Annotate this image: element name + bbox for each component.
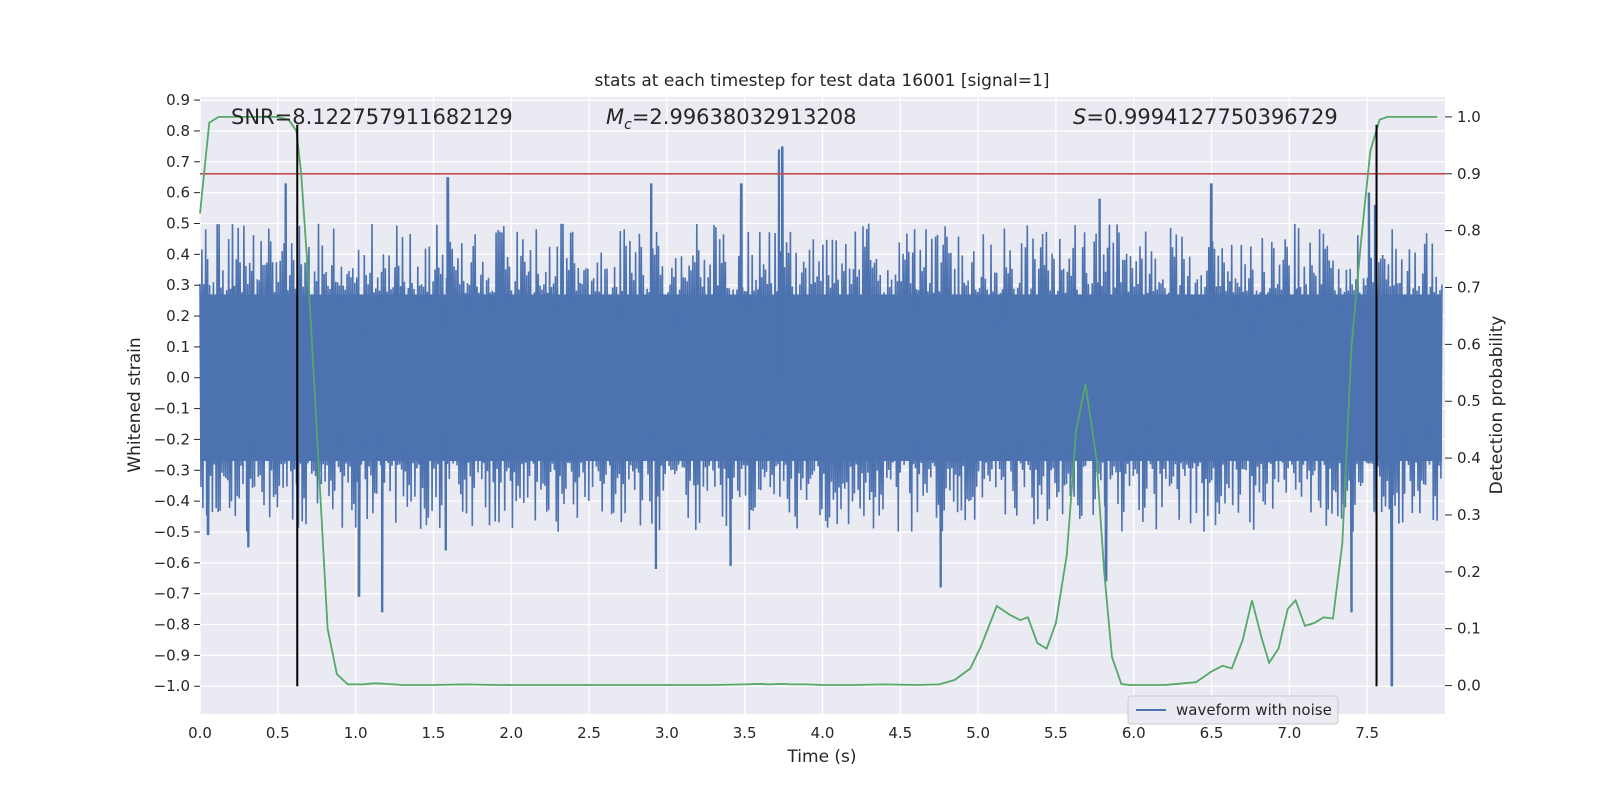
- y2-tick-label: 0.2: [1457, 563, 1481, 581]
- detection-probability-line: [199, 116, 1438, 686]
- y2-tick-label: 0.4: [1457, 449, 1481, 467]
- x-tick-label: 5.5: [1044, 724, 1068, 742]
- y-tick-label: −1.0: [154, 677, 190, 695]
- y-tick-label: 0.5: [166, 214, 190, 232]
- x-tick-label: 3.0: [655, 724, 679, 742]
- y-tick-label: 0.0: [166, 369, 190, 387]
- y-tick-label: −0.5: [154, 523, 190, 541]
- y2-tick-labels: 1.0 0.9 0.8 0.7 0.6 0.5 0.4 0.3 0.2 0.1 0.0: [1445, 108, 1481, 695]
- score-annotation: S=0.9994127750396729: [1073, 105, 1338, 129]
- chirp-mass-subscript: c: [624, 117, 632, 133]
- y-tick-label: −0.7: [154, 585, 190, 603]
- x-axis-label: Time (s): [786, 747, 856, 767]
- legend-box: [1127, 695, 1339, 725]
- y-tick-label: 0.3: [166, 276, 190, 294]
- y-tick-label: −0.9: [154, 646, 190, 664]
- y2-tick-label: 0.8: [1457, 222, 1481, 240]
- chirp-mass-annotation: Mc=2.99638032913208: [606, 105, 857, 133]
- x-tick-labels: 0.0 0.5 1.0 1.5 2.0 2.5 3.0 3.5 4.0 4.5 5.0 5.5 6.0 6…: [188, 724, 1379, 742]
- x-tick-label: 0.5: [266, 724, 290, 742]
- y-tick-label: −0.3: [154, 461, 190, 479]
- x-tick-label: 3.5: [733, 724, 757, 742]
- y2-tick-label: 0.5: [1457, 392, 1481, 410]
- y2-tick-label: 0.6: [1457, 335, 1481, 353]
- y-tick-labels: 0.9 0.8 0.7 0.6 0.5 0.4 0.3 0.2 0.1 0.0 −0.1 −0.2 −0…: [154, 91, 200, 695]
- x-tick-label: 6.5: [1200, 724, 1224, 742]
- snr-annotation: SNR=8.122757911682129: [231, 105, 513, 129]
- chirp-mass-value: =2.99638032913208: [632, 105, 857, 129]
- y2-tick-label: 0.3: [1457, 506, 1481, 524]
- chart-title: stats at each timestep for test data 160…: [595, 71, 1050, 91]
- y-tick-label: −0.4: [154, 492, 190, 510]
- y-tick-label: 0.8: [166, 122, 190, 140]
- score-value: =0.9994127750396729: [1086, 105, 1337, 129]
- y2-tick-label: 0.1: [1457, 620, 1481, 638]
- score-symbol: S: [1073, 105, 1086, 129]
- x-tick-label: 2.5: [577, 724, 601, 742]
- y2-tick-label: 0.9: [1457, 165, 1481, 183]
- x-tick-label: 1.5: [422, 724, 446, 742]
- x-tick-label: 7.0: [1277, 724, 1301, 742]
- y2-axis-label: Detection probability: [1487, 316, 1507, 495]
- y-axis-label: Whitened strain: [125, 337, 145, 472]
- y-tick-label: −0.8: [154, 616, 190, 634]
- x-tick-label: 7.5: [1355, 724, 1379, 742]
- event-markers: [296, 124, 1378, 687]
- y-tick-label: 0.6: [166, 184, 190, 202]
- y-tick-label: 0.7: [166, 153, 190, 171]
- y-tick-label: 0.4: [166, 245, 190, 263]
- y2-tick-label: 0.7: [1457, 279, 1481, 297]
- legend: waveform with noise: [1127, 695, 1339, 725]
- x-tick-label: 4.5: [888, 724, 912, 742]
- x-tick-label: 1.0: [344, 724, 368, 742]
- waveform-trace: [199, 146, 1443, 687]
- y-tick-label: 0.2: [166, 307, 190, 325]
- x-tick-label: 5.0: [966, 724, 990, 742]
- chirp-mass-symbol: M: [606, 105, 624, 129]
- x-tick-label: 6.0: [1122, 724, 1146, 742]
- waveform-series: [199, 146, 1443, 687]
- y-tick-label: −0.6: [154, 554, 190, 572]
- y2-tick-label: 0.0: [1457, 677, 1481, 695]
- y-tick-label: 0.9: [166, 91, 190, 109]
- x-tick-label: 0.0: [188, 724, 212, 742]
- y2-tick-label: 1.0: [1457, 108, 1481, 126]
- x-tick-label: 4.0: [811, 724, 835, 742]
- y-tick-label: −0.2: [154, 430, 190, 448]
- legend-label: waveform with noise: [1176, 701, 1332, 719]
- y-tick-label: −0.1: [154, 400, 190, 418]
- x-tick-label: 2.0: [499, 724, 523, 742]
- y-tick-label: 0.1: [166, 338, 190, 356]
